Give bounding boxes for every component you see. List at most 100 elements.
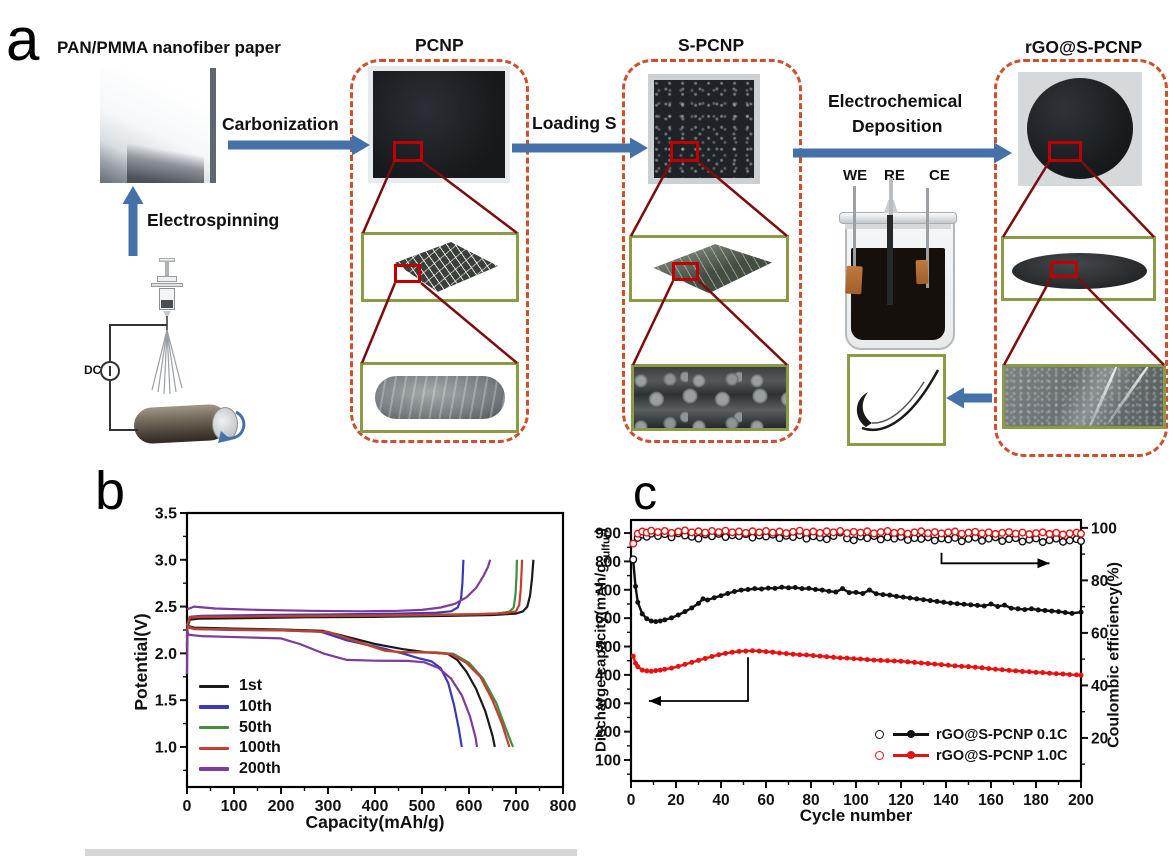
arrow-left-bent-electrode [946,387,992,409]
label-ce: CE [929,167,950,184]
legend-item-100th: 100th [199,738,281,759]
s-pcnp-sem-beads-image [634,367,786,428]
svg-text:2.5: 2.5 [155,599,177,616]
legend-label: 100th [239,739,281,757]
svg-text:60: 60 [757,792,774,809]
zoom-rect-rgo-photo [1048,141,1082,162]
svg-text:180: 180 [1023,792,1049,809]
electrospinning-jet [151,329,183,395]
zoom-rect-rgo-disc [1050,261,1078,278]
legend-item-50th: 50th [199,717,281,738]
svg-text:700: 700 [503,798,530,815]
working-electrode-rod [853,186,856,292]
pcnp-dashed-group [350,59,529,443]
rgo-disc-render-box [1001,236,1156,301]
sem-wisp [1086,367,1119,426]
pcnp-sem-fiber-image [375,376,505,419]
svg-text:100: 100 [1091,520,1117,537]
zoom-rect-s-pcnp-photo [670,141,699,162]
bottom-gray-band [85,849,577,856]
svg-text:800: 800 [595,554,621,571]
svg-text:600: 600 [456,798,483,815]
svg-text:200: 200 [595,724,621,741]
legend-label: 1st [239,677,263,695]
label-carbonization: Carbonization [222,114,339,134]
label-we: WE [843,167,868,184]
rgo-dashed-group [994,59,1168,457]
syringe-plunger-rod [165,262,169,276]
svg-text:600: 600 [595,611,621,628]
open-circle-marker [875,730,884,739]
x-axis-label-cycle-number: Cycle number [799,806,913,825]
line-dot-marker [893,730,929,738]
panel-label-b: b [95,461,126,521]
svg-text:40: 40 [1091,678,1108,695]
rgo-black-disc [1027,78,1133,179]
line-dot-marker [893,751,929,759]
label-deposition: Deposition [852,116,943,136]
svg-text:60: 60 [1091,625,1108,642]
cell-lid [839,212,957,224]
svg-text:1.5: 1.5 [155,693,177,710]
svg-text:400: 400 [595,667,621,684]
svg-text:120: 120 [888,792,914,809]
legend-swatch [199,726,229,730]
svg-text:20: 20 [667,792,684,809]
dc-symbol [109,366,111,376]
svg-text:160: 160 [978,792,1004,809]
arrow-up-electrospinning [122,186,144,256]
svg-text:100: 100 [595,753,621,770]
label-electrospinning: Electrospinning [147,210,280,230]
x-axis-label-capacity: Capacity(mAh/g) [305,812,445,832]
chart-plot-area: 0 100 200 300 400 500 600 700 800 1.0 1.5 2.0 2.5 3.0… [155,506,577,816]
zoom-rect-pcnp-mat [394,264,421,283]
legend-label: 10th [239,698,272,716]
svg-text:300: 300 [595,696,621,713]
svg-text:500: 500 [595,639,621,656]
zoom-rect-pcnp-photo [393,141,423,162]
legend-item-1-0c: rGO@S-PCNP 1.0C [875,745,1068,766]
bent-electrode-box [847,354,946,446]
svg-text:20: 20 [1091,730,1108,747]
svg-text:0: 0 [183,798,192,815]
rgo-disc-render [1012,253,1147,289]
svg-text:0: 0 [627,792,636,809]
panel-label-a: a [6,6,40,73]
chart-plot-area: 0 20 40 60 80 100 120 140 160 180 200 100 200 300 400 5… [595,518,1117,809]
title-pcnp: PCNP [415,35,464,55]
cell-electrolyte [851,248,945,340]
reference-electrode-body [887,215,893,305]
legend-item-0-1c: rGO@S-PCNP 0.1C [875,724,1068,745]
syringe-solution [161,300,173,308]
copper-tab-ce [915,259,929,285]
svg-text:3.0: 3.0 [155,552,177,569]
label-electrochemical: Electrochemical [828,91,963,111]
pcnp-sem-fiber-box [360,362,519,433]
arrow-right-deposition [793,142,1012,164]
legend-item-200th: 200th [199,759,281,780]
open-circle-marker [875,751,884,760]
legend-cycles: 1st 10th 50th 100th 200th [199,676,281,779]
zoom-rect-s-pcnp-slab [672,262,699,281]
svg-text:500: 500 [409,798,436,815]
svg-text:140: 140 [933,792,959,809]
legend-label: rGO@S-PCNP 0.1C [936,726,1068,743]
legend-swatch [199,705,229,709]
syringe-plunger-cap [159,258,175,262]
legend-swatch [199,746,229,751]
arrow-right-carbonization [228,134,370,156]
svg-text:700: 700 [595,582,621,599]
legend-label: 50th [239,718,272,736]
s-pcnp-slab-box [629,235,789,302]
rgo-disc-photo [1018,72,1142,186]
legend-rates: rGO@S-PCNP 0.1C rGO@S-PCNP 1.0C [875,724,1068,766]
legend-label: 200th [239,760,281,778]
s-pcnp-sem-beads-box [631,364,789,431]
syringe-flange [151,283,183,287]
rgo-sem-image [1005,367,1163,426]
svg-text:800: 800 [550,798,577,815]
label-dc: DC [84,363,102,377]
cell-lid-rim [845,224,951,229]
title-pan-pmma-paper: PAN/PMMA nanofiber paper [57,38,281,57]
pcnp-sem-mat-box [361,232,519,302]
